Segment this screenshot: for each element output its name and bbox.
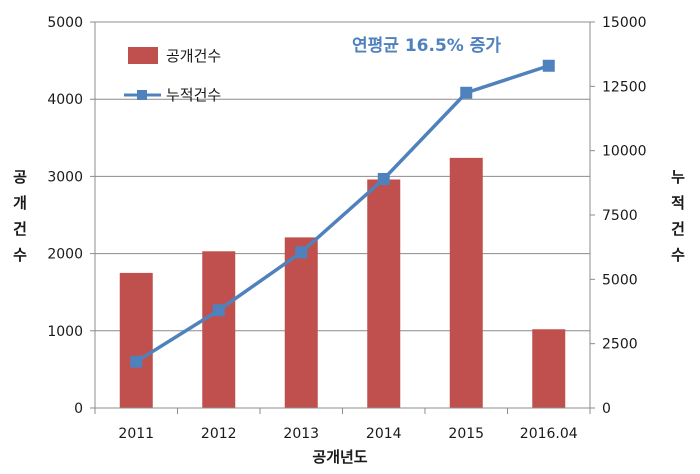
bar-series [119, 157, 566, 408]
x-tick-label: 2014 [366, 426, 402, 442]
bar [119, 272, 153, 408]
y-right-tick-label: 2500 [602, 337, 638, 353]
bar [367, 179, 401, 408]
x-axis-title: 공개년도 [312, 448, 367, 466]
y-right-tick-label: 15000 [602, 15, 647, 31]
bar [202, 251, 236, 408]
x-tick-label: 2012 [201, 426, 237, 442]
legend-label-bar: 공개건수 [166, 47, 221, 65]
bar [284, 237, 318, 408]
y-left-tick-label: 5000 [47, 15, 83, 31]
y-left-tick-label: 3000 [47, 169, 83, 185]
legend-label-line: 누적건수 [166, 86, 221, 104]
line-marker [295, 246, 308, 259]
line-marker [542, 59, 555, 72]
line-marker [130, 355, 143, 368]
legend: 공개건수 누적건수 [124, 47, 221, 104]
gridlines [95, 21, 590, 332]
y-left-tick-label: 0 [74, 401, 83, 417]
legend-swatch-marker [137, 90, 147, 100]
y-right-tick-label: 5000 [602, 272, 638, 288]
y-right-tick-label: 7500 [602, 208, 638, 224]
line-path [135, 64, 550, 364]
y-right-tick-label: 12500 [602, 79, 647, 95]
axes [90, 21, 595, 414]
bar [532, 329, 566, 408]
y-left-tick-label: 4000 [47, 92, 83, 108]
line-marker [212, 304, 225, 317]
line-marker [377, 172, 390, 185]
x-tick-label: 2013 [283, 426, 319, 442]
x-tick-label: 2011 [118, 426, 154, 442]
x-tick-label: 2015 [448, 426, 484, 442]
line-marker [460, 86, 473, 99]
y-left-tick-label: 1000 [47, 324, 83, 340]
x-tick-label: 2016.04 [520, 426, 578, 442]
tick-labels: 0 1000 2000 3000 4000 5000 0 2500 5000 7500 10000 1… [47, 15, 646, 442]
y-right-tick-label: 10000 [602, 144, 647, 160]
y-right-tick-label: 0 [602, 401, 611, 417]
y-left-tick-label: 2000 [47, 247, 83, 263]
bar [449, 157, 483, 408]
line-series [130, 59, 555, 368]
legend-swatch-bar [128, 47, 158, 64]
annotation-text: 연평균 16.5% 증가 [352, 36, 501, 56]
